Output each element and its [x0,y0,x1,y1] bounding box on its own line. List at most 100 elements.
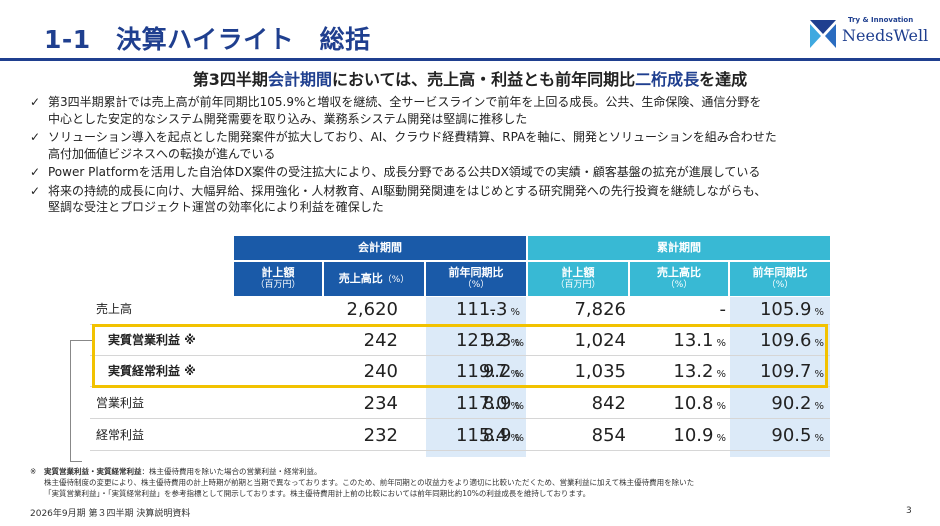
pct-unit: % [716,369,726,380]
bullet-line: 中心とした安定的なシステム開発需要を取り込み、業務系システム開発は堅調に推移した [48,111,528,126]
c-ratio-cell: - [719,299,727,320]
q-yoy-value: 115.4 [455,425,508,446]
headline-part-5: を達成 [699,70,748,89]
bullet-line: ソリューション導入を起点とした開発案件が拡大しており、AI、クラウド経費精算、R… [48,130,777,144]
col-header-c-amount: 計上額 （百万円） [528,262,628,296]
q-ratio-value: 8.9 [482,425,512,446]
pct-unit: % [510,338,520,349]
page-number: 3 [906,506,912,516]
row-label: 営業利益 [96,396,145,410]
pct-unit: % [814,338,824,349]
q-yoy-value: 117.0 [455,393,508,414]
c-yoy-value: 109.7 [759,361,812,382]
q-ratio-cell: - [489,299,497,320]
pct-unit: % [514,338,524,349]
q-yoy-cell: 115.4% [426,420,520,454]
footnote-text: ：株主優待費用を除いた場合の営業利益・経常利益。 [141,467,322,476]
c-amount-cell: 7,826 [574,299,626,320]
footnote-mark: ※ [30,467,37,476]
col-header-unit: （百万円） [555,280,601,290]
footnote-bracket-end [70,461,82,462]
q-ratio-cell: 9.2% [483,356,524,390]
pct-unit: % [814,401,824,412]
col-header-unit: （%） [665,280,693,290]
pct-unit: % [716,338,726,349]
header-divider [0,58,940,61]
c-ratio-cell: 13.2% [673,356,726,390]
c-amount-cell: 854 [591,425,626,446]
headline-part-3: においては、売上高・利益とも前年同期比 [331,70,636,89]
col-header-label: 売上高比 [338,272,383,285]
q-amount-cell: 232 [363,425,398,446]
c-ratio-cell: 10.8% [673,388,726,422]
pct-unit: % [510,401,520,412]
row-label: 実質営業利益 ※ [108,333,196,347]
footnote-line: ※ 実質営業利益・実質経常利益：株主優待費用を除いた場合の営業利益・経常利益。 [30,466,910,477]
c-yoy-cell: 90.2% [771,388,824,422]
q-ratio-cell: 8.9% [483,388,524,422]
pct-unit: % [716,401,726,412]
adjusted-profit-highlight-box [92,324,828,388]
c-ratio-cell: 13.1% [673,325,726,359]
col-header-unit: （%） [462,280,490,290]
col-header-unit: （百万円） [255,280,301,290]
pct-unit: % [514,369,524,380]
table-row: 実質営業利益 ※ 242 9.3% 1,024 13.1% 109.6% [90,325,830,356]
col-header-q-yoy: 前年同期比 （%） [426,262,526,296]
c-yoy-cell: 90.5% [771,420,824,454]
row-label: 実質経常利益 ※ [108,364,196,378]
yoy-highlight-cumulative [730,297,830,457]
table-row: 経常利益 232 8.9% 854 10.9% 90.5% [90,420,830,451]
footnote-bracket [70,340,92,462]
check-icon: ✓ [30,95,41,109]
pct-unit: % [814,433,824,444]
company-logo: Try & Innovation NeedsWell [808,14,930,54]
col-header-label: 計上額 [561,266,595,279]
slide-header: 1-1 決算ハイライト 総括 Try & Innovation NeedsWel… [0,0,940,62]
c-yoy-cell: 105.9% [760,294,824,328]
pct-unit: % [716,433,726,444]
q-ratio-value: 9.2 [482,361,512,382]
c-yoy-value: 109.6 [759,330,812,351]
col-header-q-ratio: 売上高比（%） [324,262,424,296]
c-yoy-value: 90.2 [771,393,812,414]
logo-tagline: Try & Innovation [848,16,914,24]
c-amount-cell: 1,024 [574,330,626,351]
col-header-label: 売上高比 [657,266,701,279]
bullet-line: 堅調な受注とプロジェクト運営の効率化により利益を確保した [48,200,384,214]
c-yoy-cell: 109.7% [760,356,824,390]
footnote-line: 株主優待制度の変更により、株主優待費用の計上時期が前期と当期で異なっております。… [44,478,695,487]
q-yoy-cell: 117.0% [426,388,520,422]
q-yoy-cell: 119.7% [426,356,520,390]
bullet-line: Power Platformを活用した自治体DX案件の受注拡大により、成長分野で… [48,165,761,179]
pct-unit: % [510,307,520,318]
pct-unit: % [814,369,824,380]
logo-wordmark: NeedsWell [842,26,929,45]
pct-unit: % [510,433,520,444]
q-ratio-cell: 8.9% [483,420,524,454]
headline: 第3四半期会計期間においては、売上高・利益とも前年同期比二桁成長を達成 [0,66,940,90]
slide-title: 1-1 決算ハイライト 総括 [44,25,371,54]
col-header-label: 前年同期比 [448,266,504,279]
col-header-unit: （%） [382,275,410,285]
logo-mark-icon [810,20,836,48]
q-amount-cell: 240 [363,361,398,382]
pct-unit: % [514,401,524,412]
q-yoy-value: 121.2 [455,330,508,351]
c-yoy-cell: 109.6% [760,325,824,359]
footnote-term: 実質営業利益・実質経常利益 [44,467,142,476]
table-row: 営業利益 234 8.9% 842 10.8% 90.2% [90,388,830,419]
c-amount-cell: 842 [591,393,626,414]
col-header-label: 計上額 [261,266,295,279]
col-header-label: 前年同期比 [752,266,808,279]
summary-bullets: ✓ 第3四半期累計では売上高が前年同期比105.9%と増収を継続、全サービスライ… [30,94,920,218]
c-ratio-cell: 10.9% [673,420,726,454]
headline-highlight-1: 会計期間 [267,70,332,89]
footnote-line: 「実質営業利益」・「実質経常利益」を参考指標として開示しております。株主優待費用… [44,489,591,498]
headline-part-1: 第3四半期 [192,70,268,89]
yoy-highlight-quarter [426,297,526,457]
headline-highlight-2: 二桁成長 [635,70,700,89]
bullet-item: ✓ 将来の持続的成長に向け、大幅昇給、採用強化・人材教育、AI駆動開発関連をはじ… [30,183,920,216]
c-yoy-value: 90.5 [771,425,812,446]
bullet-line: 第3四半期累計では売上高が前年同期比105.9%と増収を継続、全サービスラインで… [48,95,762,109]
